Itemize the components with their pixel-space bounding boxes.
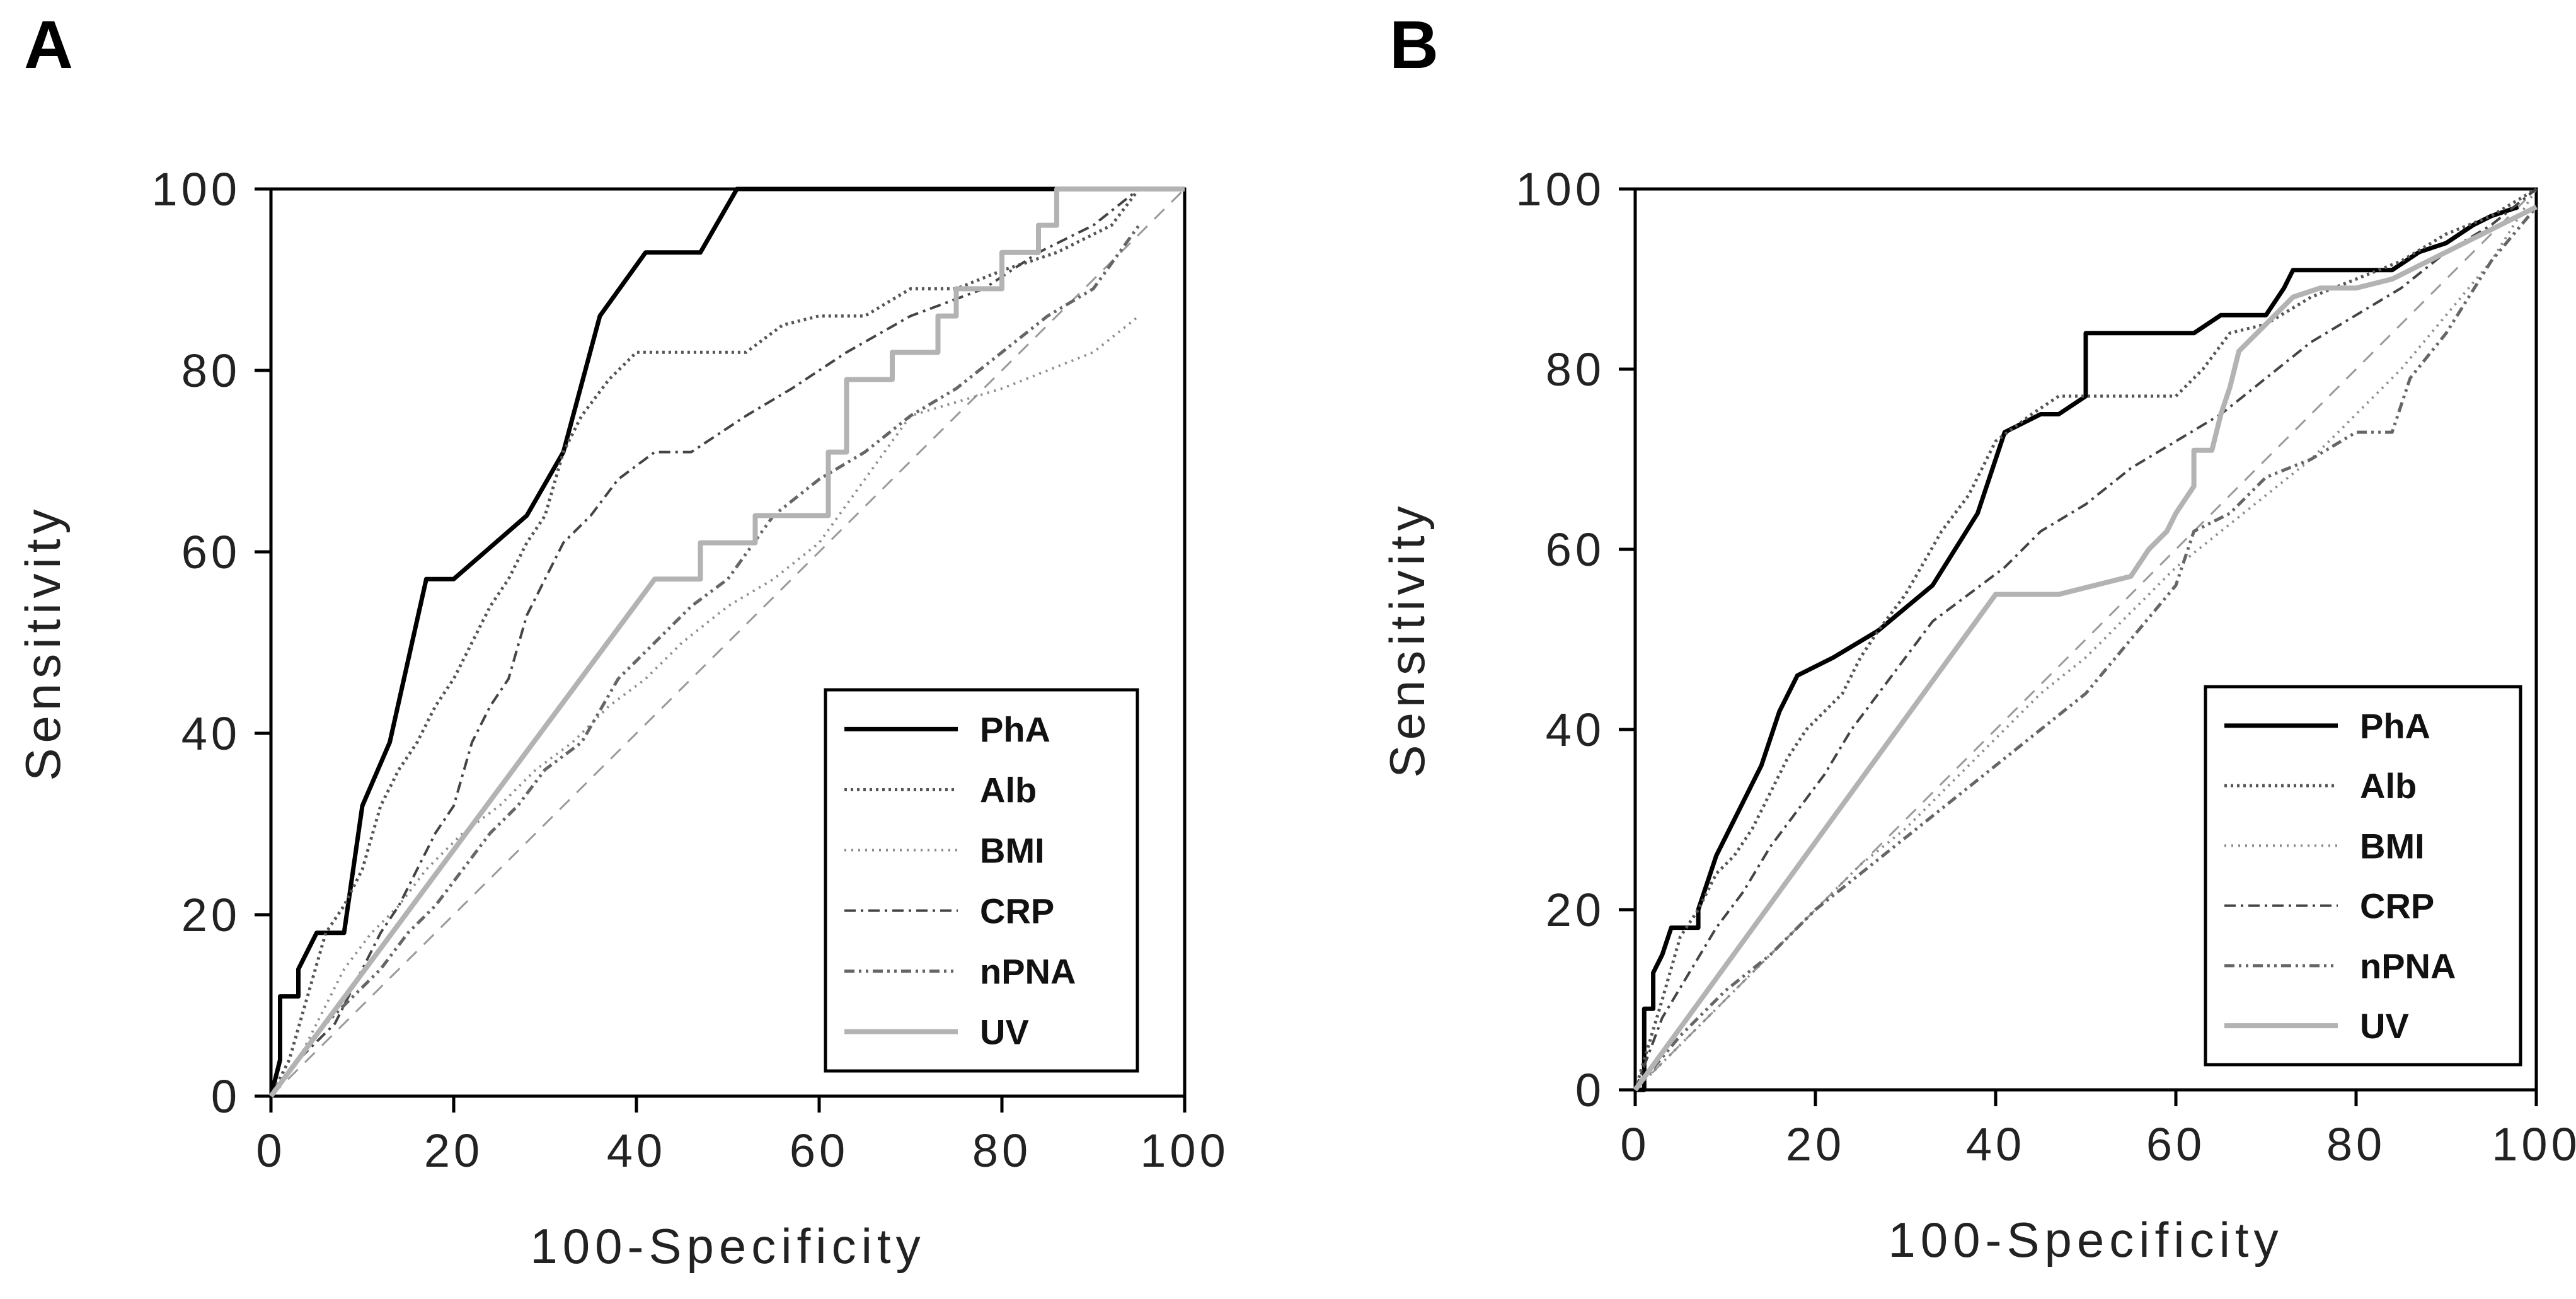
legend-label-bmi: BMI (980, 830, 1045, 870)
legend-label-crp: CRP (2360, 886, 2434, 926)
series-line-uv (1633, 205, 2538, 1092)
legend-label-npna: nPNA (2360, 946, 2456, 986)
plot-frame (1633, 187, 2538, 1092)
y-tick-label: 0 (1575, 1064, 1605, 1116)
x-tick-label: 80 (972, 1124, 1032, 1177)
reference-diagonal (1634, 188, 2538, 1091)
legend-box (824, 688, 1139, 1073)
legend-box (2204, 685, 2522, 1067)
x-tick-label: 0 (256, 1124, 285, 1177)
x-tick-label: 60 (2146, 1118, 2205, 1170)
series-line-uv (268, 186, 1185, 1098)
x-axis-label: 100-Specificity (530, 1218, 925, 1274)
x-tick-label: 20 (424, 1124, 483, 1177)
y-tick-label: 20 (181, 889, 241, 941)
y-tick-label: 40 (1546, 704, 1605, 756)
legend-label-bmi: BMI (2360, 826, 2425, 866)
legend-label-crp: CRP (980, 891, 1054, 931)
y-tick-label: 0 (211, 1070, 241, 1123)
x-tick-label: 40 (607, 1124, 666, 1177)
legend-label-uv: UV (980, 1012, 1029, 1052)
x-tick-label: 100 (2492, 1118, 2576, 1170)
y-tick-label: 80 (181, 345, 241, 397)
y-tick-label: 100 (1516, 163, 1605, 215)
x-tick-label: 40 (1966, 1118, 2025, 1170)
legend-label-npna: nPNA (980, 952, 1076, 992)
series-line-pha (268, 186, 1139, 1097)
series-line-pha (1635, 205, 2519, 1092)
legend-label-uv: UV (2360, 1006, 2409, 1046)
legend-label-alb: Alb (980, 770, 1037, 810)
panel-letter: B (1389, 6, 1439, 83)
y-tick-label: 100 (152, 163, 241, 215)
x-tick-label: 100 (1140, 1124, 1229, 1177)
x-tick-label: 60 (790, 1124, 849, 1177)
series-line-npna (270, 224, 1141, 1097)
x-tick-label: 80 (2326, 1118, 2386, 1170)
series-line-crp (1634, 188, 2538, 1090)
legend-label-pha: PhA (980, 709, 1050, 749)
series-line-crp (270, 188, 1140, 1097)
series-line-alb (1633, 187, 2538, 1090)
x-tick-label: 0 (1620, 1118, 1650, 1170)
series-line-bmi (1634, 188, 2538, 1091)
panel-letter: A (24, 6, 73, 83)
plot-frame (269, 187, 1187, 1098)
panel-a: A 0 20 40 60 80 100 0 20 40 60 80 100 100-Specificity… (15, 6, 1229, 1274)
legend-label-pha: PhA (2360, 706, 2430, 746)
panel-b: B 0 20 40 60 80 100 0 20 40 60 80 100 100-Specificity… (1379, 6, 2576, 1268)
y-axis-label: Sensitivity (1379, 501, 1435, 777)
x-tick-label: 20 (1786, 1118, 1845, 1170)
y-tick-label: 80 (1546, 343, 1605, 396)
x-axis-label: 100-Specificity (1888, 1212, 2283, 1268)
y-tick-label: 20 (1546, 884, 1605, 936)
legend-label-alb: Alb (2360, 766, 2417, 806)
series-line-npna (1634, 205, 2538, 1091)
y-axis-label: Sensitivity (15, 504, 71, 781)
y-tick-label: 60 (181, 526, 241, 578)
y-tick-label: 60 (1546, 524, 1605, 576)
y-tick-label: 40 (181, 707, 241, 760)
